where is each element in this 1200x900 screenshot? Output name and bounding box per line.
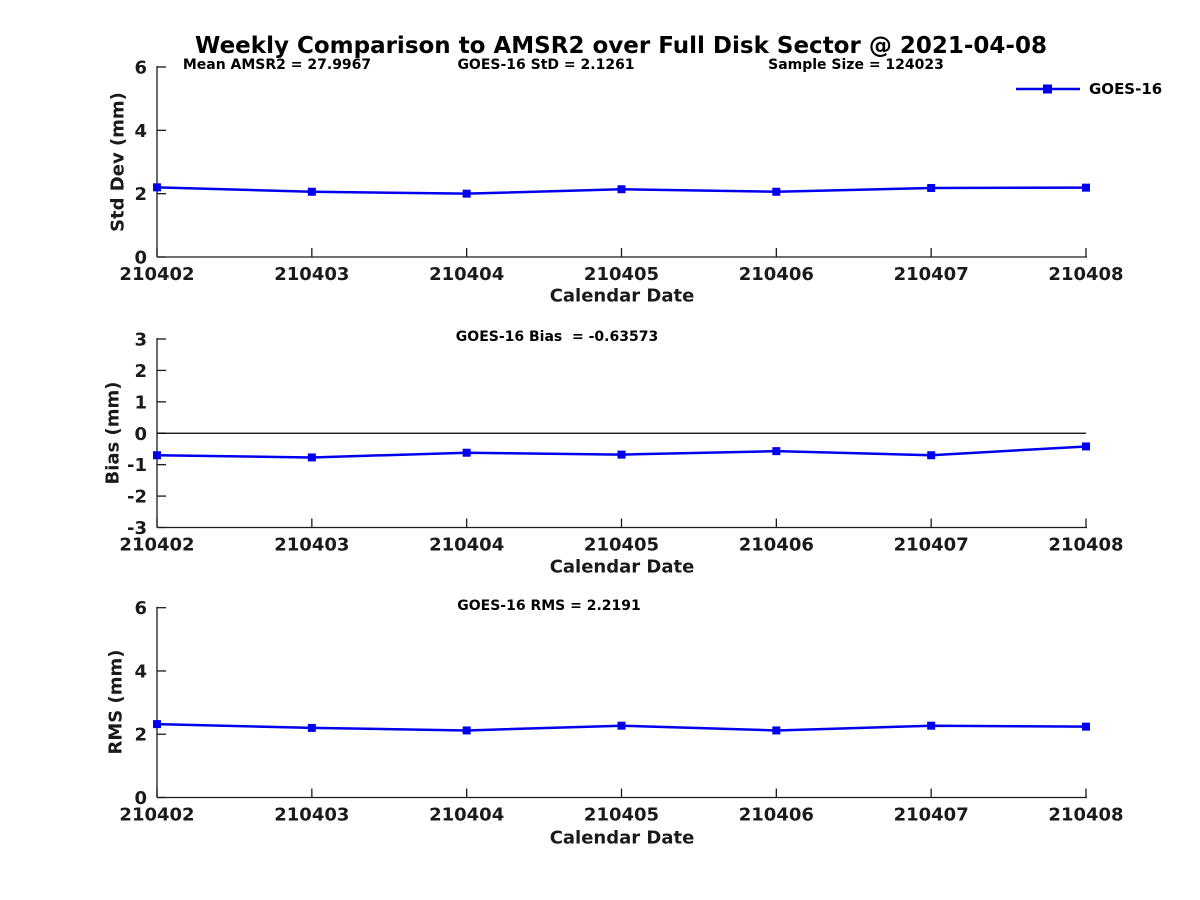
x-tick-label: 210402 [119,535,194,556]
data-point-marker [927,451,936,460]
data-point-marker [772,726,781,735]
legend: GOES-16 [1015,80,1162,98]
y-tick-label: 1 [134,392,147,413]
x-axis-label-1: Calendar Date [549,285,695,307]
y-tick-label: 2 [134,725,147,746]
x-tick-label: 210405 [584,535,659,556]
data-point-marker [307,723,316,732]
stat-goes16-rms: GOES-16 RMS = 2.2191 [457,598,641,614]
y-tick-label: 3 [134,330,147,351]
data-point-marker [617,185,626,194]
x-tick-label: 210408 [1048,535,1123,556]
x-tick-label: 210407 [894,264,969,285]
data-point-marker [307,187,316,196]
x-tick-label: 210404 [429,264,504,285]
stat-mean-amsr2: Mean AMSR2 = 27.9967 [182,57,372,73]
y-tick-label: 0 [134,424,147,445]
x-tick-label: 210404 [429,535,504,556]
y-tick-label: -3 [127,518,147,539]
figure-title: Weekly Comparison to AMSR2 over Full Dis… [195,33,1047,59]
data-point-marker [927,183,936,192]
x-tick-label: 210404 [429,805,504,826]
y-tick-label: 0 [134,788,147,809]
data-point-marker [1082,183,1090,192]
x-tick-label: 210403 [274,264,349,285]
data-point-marker [1082,722,1090,731]
x-tick-label: 210408 [1048,264,1123,285]
y-tick-label: 2 [134,184,147,205]
x-tick-label: 210406 [739,535,814,556]
data-point-marker [462,448,471,457]
legend-line-marker-icon [1016,84,1080,94]
data-point-marker [153,720,161,729]
y-tick-label: 4 [134,661,147,682]
x-tick-label: 210405 [584,805,659,826]
data-point-marker [1082,442,1090,451]
y-tick-label: -2 [127,487,147,508]
y-tick-label: -1 [127,455,147,476]
x-tick-label: 210408 [1048,805,1123,826]
x-tick-label: 210403 [274,535,349,556]
y-tick-label: 6 [134,58,147,79]
stat-goes16-std: GOES-16 StD = 2.1261 [457,57,635,73]
data-point-marker [153,451,161,460]
x-tick-label: 210403 [274,805,349,826]
data-point-marker [462,189,471,198]
data-point-marker [307,453,316,462]
x-axis-label-3: Calendar Date [549,827,695,849]
y-tick-label: 2 [134,361,147,382]
legend-label: GOES-16 [1089,80,1163,98]
data-point-marker [462,726,471,735]
data-point-marker [617,450,626,459]
stat-sample-size: Sample Size = 124023 [768,57,944,73]
y-tick-label: 0 [134,248,147,269]
data-point-marker [772,447,781,456]
x-tick-label: 210405 [584,264,659,285]
x-tick-label: 210407 [894,805,969,826]
y-tick-label: 4 [134,121,147,142]
x-tick-label: 210407 [894,535,969,556]
data-point-marker [617,721,626,730]
x-tick-label: 210406 [739,264,814,285]
y-tick-label: 6 [134,598,147,619]
x-tick-label: 210402 [119,264,194,285]
x-tick-label: 210402 [119,805,194,826]
stat-goes16-bias: GOES-16 Bias = -0.63573 [455,329,659,345]
data-point-marker [927,721,936,730]
data-point-marker [772,187,781,196]
data-point-marker [153,183,161,192]
x-axis-label-2: Calendar Date [549,556,695,578]
x-tick-label: 210406 [739,805,814,826]
